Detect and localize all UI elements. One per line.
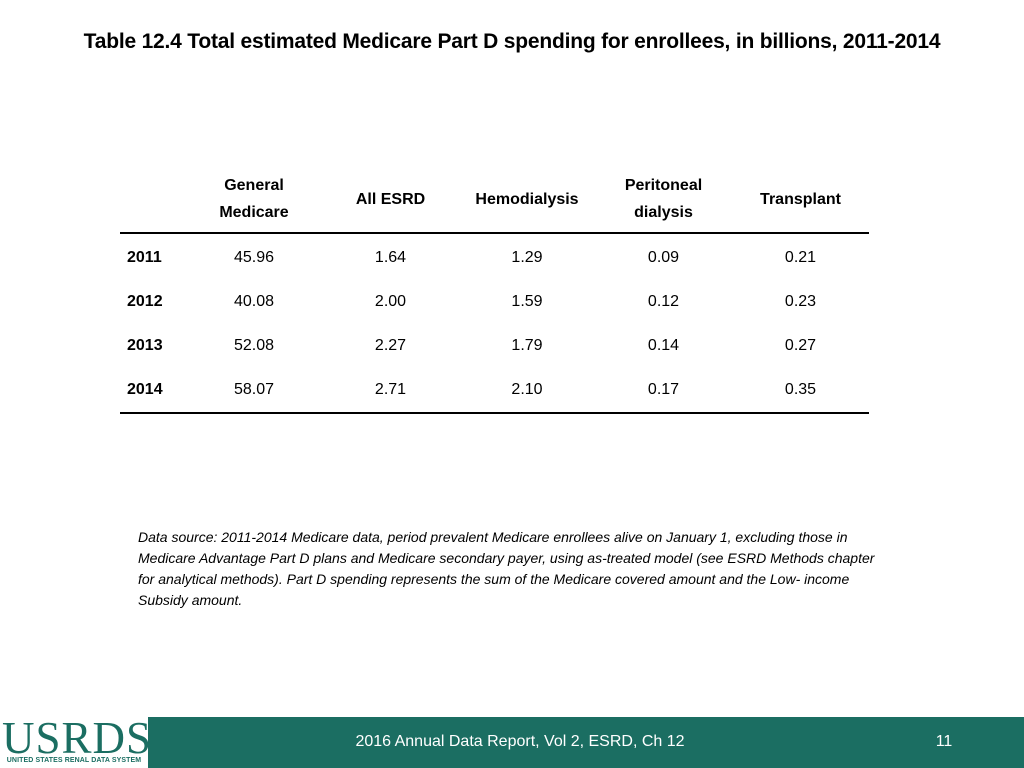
- table-row: 2012 40.08 2.00 1.59 0.12 0.23: [120, 280, 869, 324]
- usrds-logo: USRDS UNITED STATES RENAL DATA SYSTEM: [0, 713, 153, 768]
- cell-general-medicare: 40.08: [233, 293, 275, 310]
- cell-hemodialysis: 1.29: [511, 249, 543, 266]
- footer-bar: USRDS UNITED STATES RENAL DATA SYSTEM 20…: [0, 713, 1024, 768]
- cell-peritoneal-dialysis: 0.14: [647, 337, 680, 354]
- data-source-note: Data source: 2011-2014 Medicare data, pe…: [138, 529, 875, 608]
- cell-all-esrd: 2.00: [374, 293, 407, 310]
- cell-peritoneal-dialysis: 0.17: [595, 368, 732, 414]
- slide-title: Table 12.4 Total estimated Medicare Part…: [83, 30, 941, 53]
- header-peritoneal-dialysis: Peritoneal dialysis: [595, 166, 732, 234]
- cell-transplant: 0.23: [784, 293, 817, 310]
- header-general-medicare: General Medicare: [186, 166, 322, 234]
- cell-general-medicare: 45.96: [233, 249, 275, 266]
- table-header-row: General Medicare All ESRD Hemodialysis Pe…: [120, 166, 869, 234]
- footer-report-title: 2016 Annual Data Report, Vol 2, ESRD, Ch…: [355, 733, 685, 750]
- header-year: [120, 166, 186, 234]
- row-year: 2014: [120, 368, 186, 414]
- cell-general-medicare: 52.08: [233, 337, 275, 354]
- cell-all-esrd: 1.64: [374, 249, 407, 266]
- cell-transplant: 0.35: [732, 368, 869, 414]
- cell-peritoneal-dialysis: 0.12: [647, 293, 680, 310]
- row-year: 2012: [127, 293, 163, 310]
- logo-text: USRDS: [2, 713, 153, 763]
- table-row: 2013 52.08 2.27 1.79 0.14 0.27: [120, 324, 869, 368]
- header-all-esrd: All ESRD: [322, 166, 459, 234]
- header-hemodialysis: Hemodialysis: [459, 166, 595, 234]
- cell-hemodialysis: 1.59: [511, 293, 543, 310]
- logo-subtext: UNITED STATES RENAL DATA SYSTEM: [6, 757, 142, 764]
- row-year: 2013: [127, 337, 163, 354]
- header-transplant: Transplant: [732, 166, 869, 234]
- row-year: 2011: [127, 249, 162, 266]
- cell-all-esrd: 2.27: [374, 337, 407, 354]
- cell-peritoneal-dialysis: 0.09: [647, 249, 680, 266]
- cell-hemodialysis: 1.79: [511, 337, 543, 354]
- cell-general-medicare: 58.07: [186, 368, 322, 414]
- cell-transplant: 0.27: [784, 337, 817, 354]
- page-number: 11: [935, 733, 953, 750]
- cell-transplant: 0.21: [784, 249, 817, 266]
- spending-table: General Medicare All ESRD Hemodialysis Pe…: [120, 166, 869, 414]
- table-row: 2011 45.96 1.64 1.29 0.09 0.21: [120, 233, 869, 280]
- table-row: 2014 58.07 2.71 2.10 0.17 0.35: [120, 368, 869, 414]
- cell-all-esrd: 2.71: [322, 368, 459, 414]
- cell-hemodialysis: 2.10: [459, 368, 595, 414]
